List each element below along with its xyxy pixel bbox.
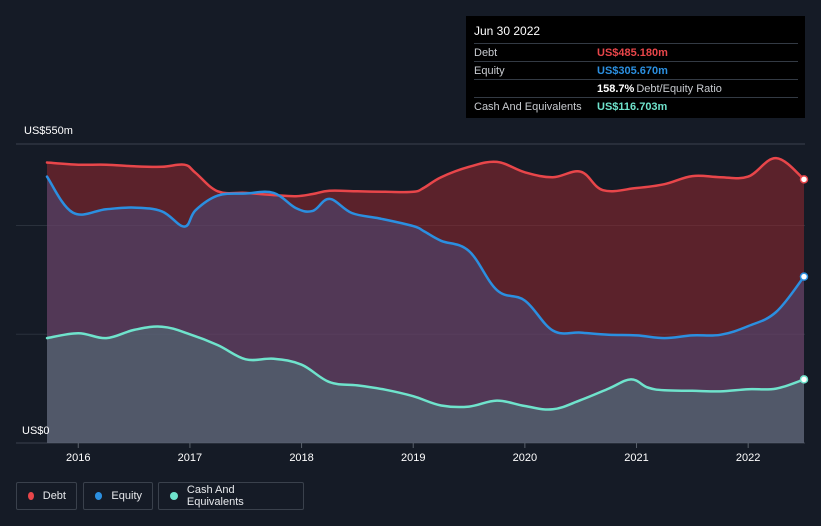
debt-line <box>45 156 806 198</box>
debt-end-marker <box>799 175 809 184</box>
x-tick-label: 2020 <box>513 452 537 464</box>
equity-line <box>45 175 806 340</box>
x-tick-label: 2018 <box>289 452 313 464</box>
tooltip-debt-label: Debt <box>474 47 498 59</box>
y-axis-top-label: US$550m <box>24 125 73 137</box>
tooltip-equity-label: Equity <box>474 65 505 77</box>
tooltip-equity-value: US$305.670m <box>597 65 668 77</box>
legend-debt[interactable]: Debt <box>16 482 77 510</box>
end-markers <box>799 175 809 384</box>
tooltip-equity-row: Equity US$305.670m <box>474 61 798 79</box>
cash-dot-icon <box>170 492 178 500</box>
legend-cash[interactable]: Cash And Equivalents <box>158 482 304 510</box>
equity-area <box>47 176 804 443</box>
tooltip-cash-value: US$116.703m <box>597 101 668 113</box>
cash-and-equivalents-end-marker <box>799 375 809 384</box>
equity-end-marker <box>799 272 809 281</box>
tooltip-cash-row: Cash And Equivalents US$116.703m <box>474 97 798 115</box>
debt-area <box>47 158 804 443</box>
tooltip-panel: Jun 30 2022 Debt US$485.180m Equity US$3… <box>466 16 805 118</box>
series-lines <box>45 156 806 411</box>
legend-debt-label: Debt <box>42 490 66 502</box>
series-areas <box>47 158 804 443</box>
tooltip-ratio-row: 158.7% Debt/Equity Ratio <box>474 79 798 97</box>
debt-dot-icon <box>28 492 34 500</box>
x-tick-label: 2022 <box>736 452 760 464</box>
tooltip-cash-label: Cash And Equivalents <box>474 101 582 113</box>
equity-dot-icon <box>95 492 103 500</box>
legend-cash-label: Cash And Equivalents <box>186 484 244 508</box>
legend-equity[interactable]: Equity <box>83 482 153 510</box>
x-tick-label: 2016 <box>66 452 90 464</box>
x-tick-label: 2019 <box>401 452 425 464</box>
tooltip-ratio-label: Debt/Equity Ratio <box>636 83 722 95</box>
tooltip-debt-row: Debt US$485.180m <box>474 43 798 61</box>
x-tick-label: 2021 <box>624 452 648 464</box>
tooltip-date: Jun 30 2022 <box>474 24 541 38</box>
legend-equity-label: Equity <box>111 490 142 502</box>
tooltip-debt-value: US$485.180m <box>597 47 668 59</box>
x-axis: 2016 2017 2018 2019 2020 2021 2022 <box>66 443 760 464</box>
y-axis-bottom-label: US$0 <box>22 425 50 437</box>
tooltip-ratio-value: 158.7% <box>597 83 635 95</box>
cash-and-equivalents-line <box>45 325 806 411</box>
x-tick-label: 2017 <box>178 452 202 464</box>
